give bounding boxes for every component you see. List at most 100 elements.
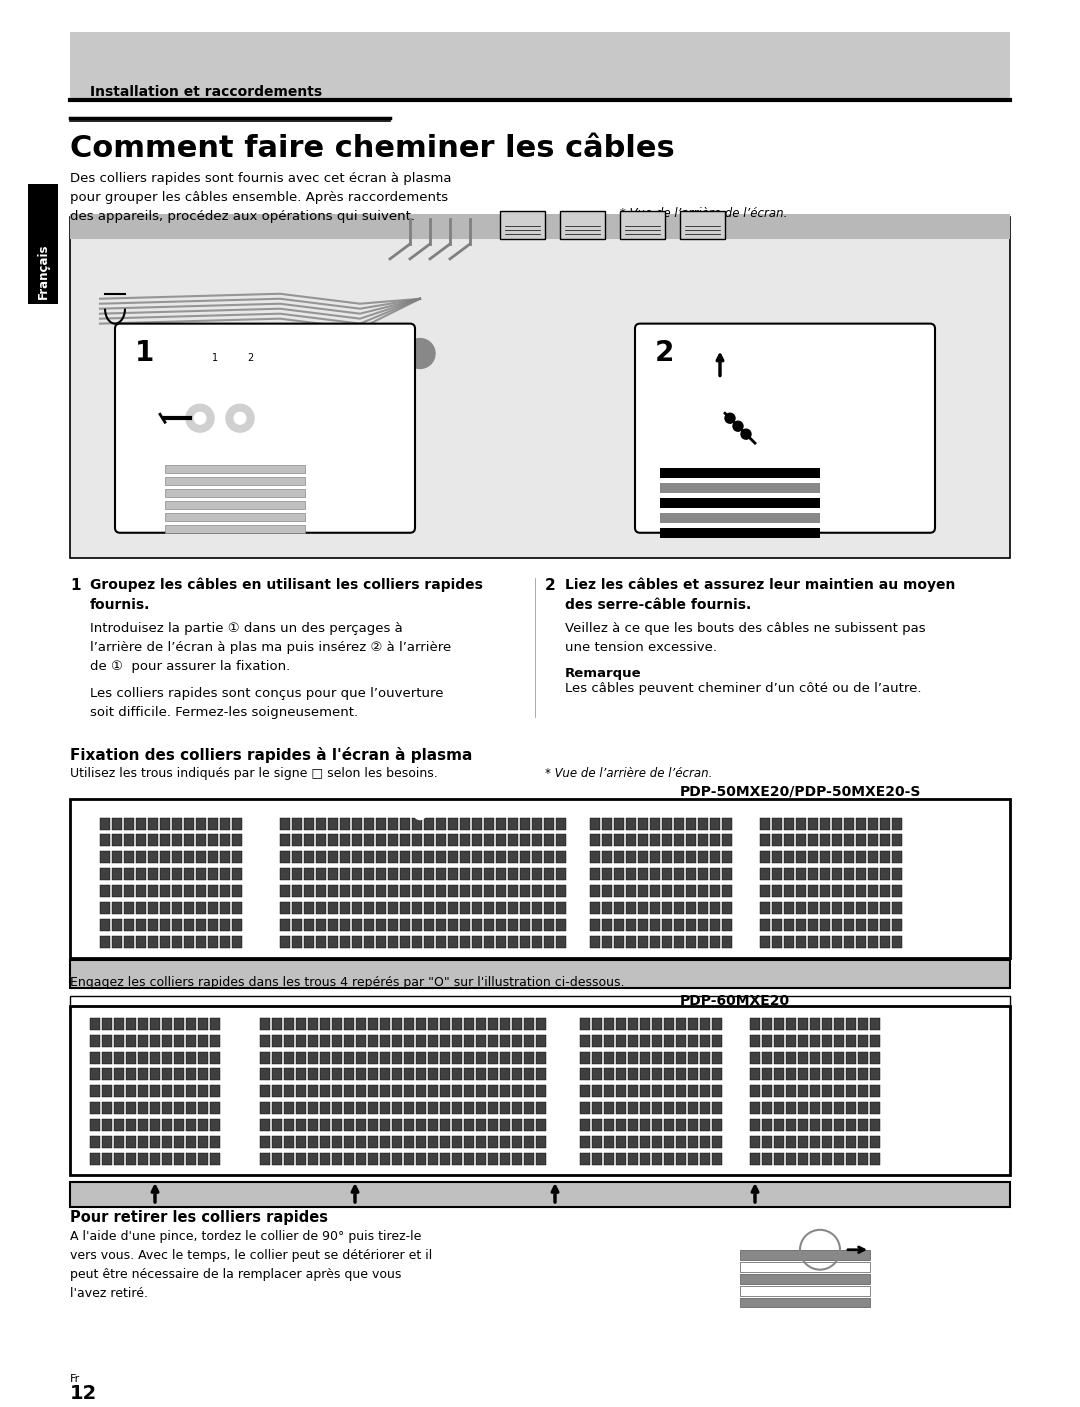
FancyBboxPatch shape bbox=[114, 1051, 124, 1064]
FancyBboxPatch shape bbox=[172, 834, 183, 847]
FancyBboxPatch shape bbox=[364, 868, 374, 881]
FancyBboxPatch shape bbox=[356, 1068, 366, 1081]
FancyBboxPatch shape bbox=[476, 1154, 486, 1165]
FancyBboxPatch shape bbox=[519, 834, 530, 847]
Text: 2: 2 bbox=[247, 353, 253, 363]
FancyBboxPatch shape bbox=[500, 1051, 510, 1064]
FancyBboxPatch shape bbox=[484, 834, 494, 847]
FancyBboxPatch shape bbox=[136, 919, 146, 931]
FancyBboxPatch shape bbox=[174, 1068, 184, 1081]
FancyBboxPatch shape bbox=[536, 1102, 546, 1114]
FancyBboxPatch shape bbox=[320, 1051, 330, 1064]
FancyBboxPatch shape bbox=[174, 1017, 184, 1030]
FancyBboxPatch shape bbox=[303, 851, 314, 864]
FancyBboxPatch shape bbox=[508, 851, 518, 864]
FancyBboxPatch shape bbox=[220, 902, 230, 915]
FancyBboxPatch shape bbox=[184, 817, 194, 830]
FancyBboxPatch shape bbox=[662, 885, 672, 898]
Circle shape bbox=[573, 808, 586, 819]
FancyBboxPatch shape bbox=[590, 936, 600, 948]
FancyBboxPatch shape bbox=[774, 1085, 784, 1097]
FancyBboxPatch shape bbox=[428, 1137, 438, 1148]
FancyBboxPatch shape bbox=[638, 902, 648, 915]
FancyBboxPatch shape bbox=[544, 885, 554, 898]
FancyBboxPatch shape bbox=[786, 1068, 796, 1081]
Text: Utilisez les trous indiqués par le signe □ selon les besoins.: Utilisez les trous indiqués par le signe… bbox=[70, 767, 437, 779]
FancyBboxPatch shape bbox=[488, 1051, 498, 1064]
FancyBboxPatch shape bbox=[364, 936, 374, 948]
FancyBboxPatch shape bbox=[832, 868, 842, 881]
FancyBboxPatch shape bbox=[604, 1154, 615, 1165]
FancyBboxPatch shape bbox=[328, 885, 338, 898]
FancyBboxPatch shape bbox=[380, 1068, 390, 1081]
FancyBboxPatch shape bbox=[100, 902, 110, 915]
FancyBboxPatch shape bbox=[453, 1102, 462, 1114]
FancyBboxPatch shape bbox=[392, 1137, 402, 1148]
FancyBboxPatch shape bbox=[70, 217, 1010, 557]
FancyBboxPatch shape bbox=[723, 834, 732, 847]
FancyBboxPatch shape bbox=[798, 1051, 808, 1064]
FancyBboxPatch shape bbox=[460, 885, 470, 898]
FancyBboxPatch shape bbox=[488, 1102, 498, 1114]
FancyBboxPatch shape bbox=[686, 834, 696, 847]
FancyBboxPatch shape bbox=[602, 851, 612, 864]
FancyBboxPatch shape bbox=[580, 1034, 590, 1047]
FancyBboxPatch shape bbox=[126, 1137, 136, 1148]
FancyBboxPatch shape bbox=[798, 1137, 808, 1148]
FancyBboxPatch shape bbox=[676, 1120, 686, 1131]
FancyBboxPatch shape bbox=[150, 1120, 160, 1131]
FancyBboxPatch shape bbox=[260, 1085, 270, 1097]
FancyBboxPatch shape bbox=[626, 834, 636, 847]
FancyBboxPatch shape bbox=[440, 1051, 450, 1064]
FancyBboxPatch shape bbox=[676, 1051, 686, 1064]
FancyBboxPatch shape bbox=[460, 936, 470, 948]
FancyBboxPatch shape bbox=[328, 851, 338, 864]
FancyBboxPatch shape bbox=[303, 885, 314, 898]
FancyBboxPatch shape bbox=[150, 1102, 160, 1114]
FancyBboxPatch shape bbox=[820, 936, 831, 948]
FancyBboxPatch shape bbox=[580, 1068, 590, 1081]
FancyBboxPatch shape bbox=[662, 834, 672, 847]
FancyBboxPatch shape bbox=[210, 1034, 220, 1047]
FancyBboxPatch shape bbox=[220, 868, 230, 881]
FancyBboxPatch shape bbox=[303, 919, 314, 931]
FancyBboxPatch shape bbox=[411, 919, 422, 931]
FancyBboxPatch shape bbox=[440, 1085, 450, 1097]
FancyBboxPatch shape bbox=[700, 1085, 710, 1097]
FancyBboxPatch shape bbox=[590, 834, 600, 847]
FancyBboxPatch shape bbox=[380, 1017, 390, 1030]
FancyBboxPatch shape bbox=[674, 919, 684, 931]
FancyBboxPatch shape bbox=[846, 1120, 856, 1131]
FancyBboxPatch shape bbox=[650, 834, 660, 847]
FancyBboxPatch shape bbox=[512, 1068, 522, 1081]
FancyBboxPatch shape bbox=[650, 868, 660, 881]
FancyBboxPatch shape bbox=[556, 868, 566, 881]
FancyBboxPatch shape bbox=[280, 885, 291, 898]
FancyBboxPatch shape bbox=[484, 851, 494, 864]
Text: PDP-60MXE20: PDP-60MXE20 bbox=[680, 993, 791, 1007]
FancyBboxPatch shape bbox=[400, 885, 410, 898]
FancyBboxPatch shape bbox=[392, 1085, 402, 1097]
FancyBboxPatch shape bbox=[260, 1017, 270, 1030]
FancyBboxPatch shape bbox=[700, 1137, 710, 1148]
FancyBboxPatch shape bbox=[280, 919, 291, 931]
FancyBboxPatch shape bbox=[674, 868, 684, 881]
FancyBboxPatch shape bbox=[380, 1120, 390, 1131]
FancyBboxPatch shape bbox=[136, 936, 146, 948]
FancyBboxPatch shape bbox=[868, 868, 878, 881]
Text: Des colliers rapides sont fournis avec cet écran à plasma
pour grouper les câble: Des colliers rapides sont fournis avec c… bbox=[70, 172, 451, 224]
FancyBboxPatch shape bbox=[352, 936, 362, 948]
FancyBboxPatch shape bbox=[424, 868, 434, 881]
FancyBboxPatch shape bbox=[592, 1154, 602, 1165]
FancyBboxPatch shape bbox=[580, 1137, 590, 1148]
FancyBboxPatch shape bbox=[856, 885, 866, 898]
FancyBboxPatch shape bbox=[460, 919, 470, 931]
FancyBboxPatch shape bbox=[320, 1120, 330, 1131]
FancyBboxPatch shape bbox=[488, 1154, 498, 1165]
FancyBboxPatch shape bbox=[70, 960, 1010, 988]
FancyBboxPatch shape bbox=[284, 1034, 294, 1047]
FancyBboxPatch shape bbox=[184, 834, 194, 847]
FancyBboxPatch shape bbox=[232, 936, 242, 948]
FancyBboxPatch shape bbox=[392, 1102, 402, 1114]
FancyBboxPatch shape bbox=[114, 1017, 124, 1030]
